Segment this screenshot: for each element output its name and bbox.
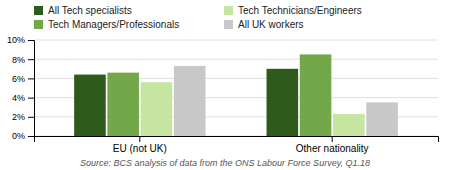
tick-mark	[28, 78, 34, 79]
chart: 0% 2% 4% 6% 8% 10% EU (not UK) Other nationalit…	[0, 0, 450, 170]
x-axis: EU (not UK) Other nationality	[35, 136, 439, 154]
grid-line	[34, 59, 438, 60]
legend: All Tech specialists Tech Managers/Profes…	[34, 5, 362, 30]
legend-swatch	[34, 6, 43, 15]
legend-item: All Tech specialists	[34, 5, 132, 16]
tick-label: 2%	[12, 112, 25, 122]
bar	[74, 75, 106, 136]
plot: 0% 2% 4% 6% 8% 10% EU (not UK) Other nationalit…	[7, 35, 439, 154]
tick: 0%	[12, 131, 34, 141]
grid-line	[34, 40, 438, 41]
legend-label: All UK workers	[238, 19, 304, 30]
tick: 8%	[12, 55, 34, 65]
bars	[74, 54, 398, 136]
tick-label: 4%	[12, 93, 25, 103]
legend-label: Tech Technicians/Engineers	[238, 5, 362, 16]
tick: EU (not UK)	[113, 136, 167, 154]
y-axis: 0% 2% 4% 6% 8% 10%	[7, 35, 35, 141]
bar	[333, 114, 365, 136]
tick-label: EU (not UK)	[113, 143, 167, 154]
tick: 4%	[12, 93, 34, 103]
annotation: Source: BCS analysis of data from the ON…	[80, 158, 370, 168]
tick-label: 6%	[12, 74, 25, 84]
tick-label: 0%	[12, 131, 25, 141]
bar	[366, 102, 398, 136]
axis-line	[28, 41, 35, 137]
tick: 10%	[7, 35, 34, 45]
tick-mark	[28, 98, 34, 99]
bar-series	[174, 66, 398, 136]
tick-label: Other nationality	[296, 143, 369, 154]
tick-mark	[28, 117, 34, 118]
legend-swatch	[34, 20, 43, 29]
bar	[141, 82, 173, 136]
bar-series	[107, 54, 331, 136]
legend-swatch	[224, 6, 233, 15]
bar	[267, 69, 299, 136]
bar	[107, 73, 139, 136]
tick: 2%	[12, 112, 34, 122]
bar	[300, 54, 332, 136]
legend-label: Tech Managers/Professionals	[48, 19, 179, 30]
tick-mark	[28, 59, 34, 60]
tick-mark	[28, 40, 34, 41]
tick: 6%	[12, 74, 34, 84]
tick: Other nationality	[296, 136, 369, 154]
legend-label: All Tech specialists	[48, 5, 132, 16]
legend-item: Tech Technicians/Engineers	[224, 5, 362, 16]
bar	[174, 66, 206, 136]
legend-item: All UK workers	[224, 19, 304, 30]
tick-label: 10%	[7, 35, 25, 45]
tick-mark	[28, 136, 34, 137]
legend-item: Tech Managers/Professionals	[34, 19, 179, 30]
axis-line	[35, 137, 439, 143]
tick-mark	[139, 136, 140, 142]
tick-label: 8%	[12, 55, 25, 65]
grid	[34, 40, 438, 136]
legend-swatch	[224, 20, 233, 29]
tick-mark	[332, 136, 333, 142]
